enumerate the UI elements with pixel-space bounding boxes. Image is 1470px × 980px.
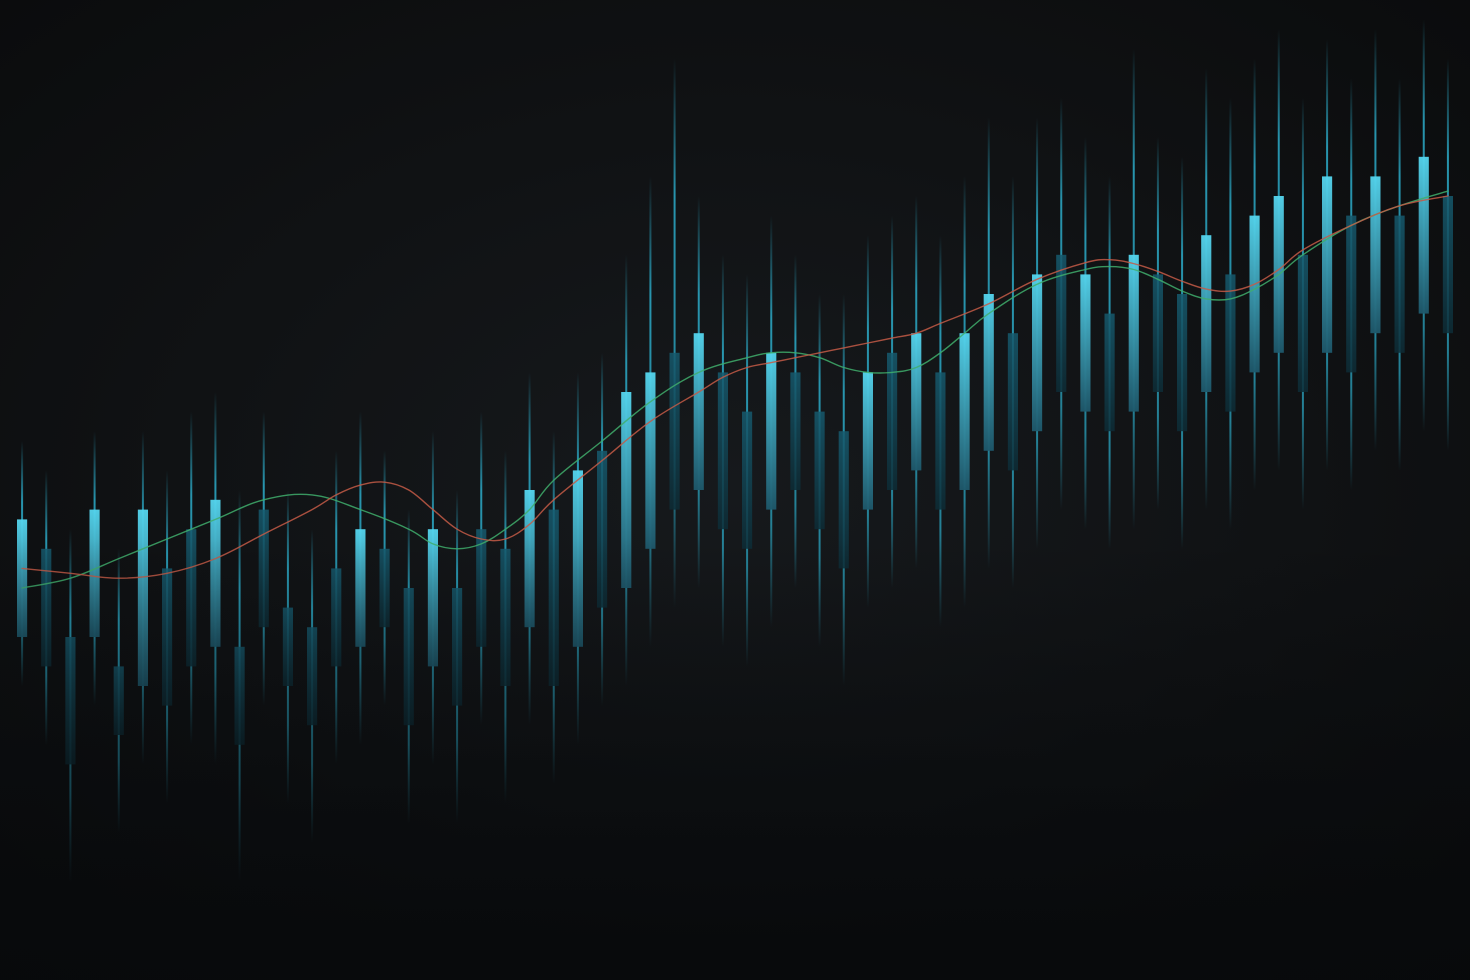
candle-body (815, 412, 825, 530)
candle-body (670, 353, 680, 510)
candle-body (911, 333, 921, 470)
candle-body (1008, 333, 1018, 470)
candle-body (1298, 255, 1308, 392)
candle-wick (674, 59, 676, 608)
candle-body (960, 333, 970, 490)
candle-body (694, 333, 704, 490)
candle-body (1322, 176, 1332, 352)
candle-body (1346, 216, 1356, 373)
candle-body (1370, 176, 1380, 333)
candle-body (766, 353, 776, 510)
candle-body (790, 372, 800, 490)
candle-body (1177, 294, 1187, 431)
candle-body (935, 372, 945, 509)
candle-body (742, 412, 752, 549)
candlestick-chart (0, 0, 1470, 980)
candle-body (1153, 274, 1163, 392)
candle-body (1225, 274, 1235, 411)
candle-body (1080, 274, 1090, 411)
candle-body (1419, 157, 1429, 314)
candle-body (1129, 255, 1139, 412)
candle-body (1032, 274, 1042, 431)
candle-body (984, 294, 994, 451)
candlestick-chart-svg (0, 0, 1470, 980)
candle-body (718, 372, 728, 529)
candle-body (1443, 196, 1453, 333)
bottom-fade-overlay (0, 539, 1470, 980)
candle-body (1201, 235, 1211, 392)
candle-body (1250, 216, 1260, 373)
candle-body (863, 372, 873, 509)
candle-body (1395, 216, 1405, 353)
candle-body (1105, 314, 1115, 432)
